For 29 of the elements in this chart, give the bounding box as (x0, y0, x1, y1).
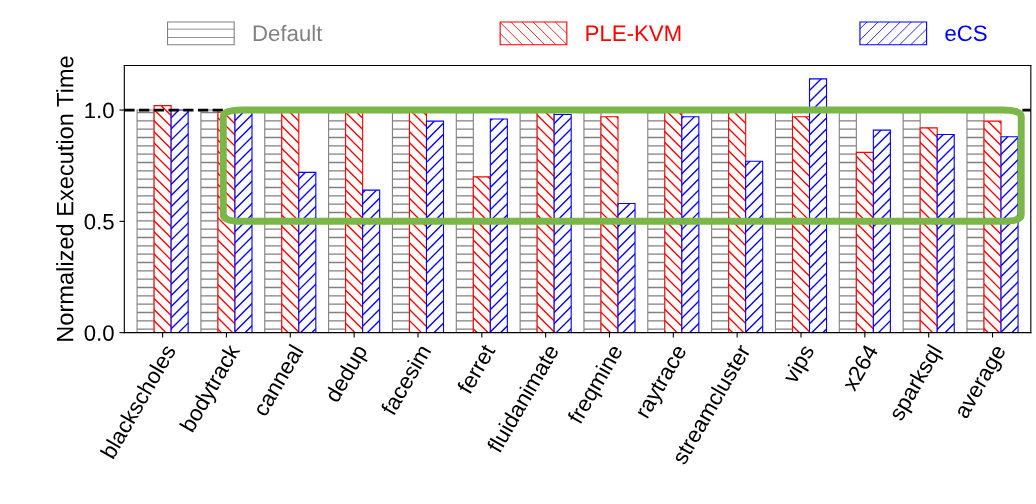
bar (489, 118, 508, 333)
bar (153, 105, 172, 333)
bar (553, 113, 572, 333)
bar (791, 116, 811, 333)
y-tick-label: 0.5 (84, 213, 114, 230)
bar (425, 120, 445, 333)
bar (136, 109, 155, 333)
text: PLE-KVM (586, 25, 681, 41)
bar (808, 78, 828, 333)
bar (200, 109, 219, 333)
text: eCS (945, 25, 987, 42)
bar (855, 151, 874, 333)
bar (617, 202, 636, 333)
y-tick-label: 0.0 (84, 325, 114, 341)
y-tick-label: 1.0 (85, 102, 114, 119)
bar (919, 127, 938, 333)
y-axis-title: Normalized Execution Time (56, 56, 74, 341)
bar (936, 133, 955, 333)
bar (872, 129, 891, 333)
bar (745, 160, 764, 333)
text: Default (253, 24, 323, 42)
bar (600, 116, 619, 333)
bar (170, 109, 189, 333)
bar (298, 171, 317, 333)
bar (362, 189, 381, 333)
bar (1000, 136, 1019, 333)
bar (681, 116, 700, 333)
bar (983, 120, 1002, 333)
x-tick-label: vips (781, 343, 819, 387)
